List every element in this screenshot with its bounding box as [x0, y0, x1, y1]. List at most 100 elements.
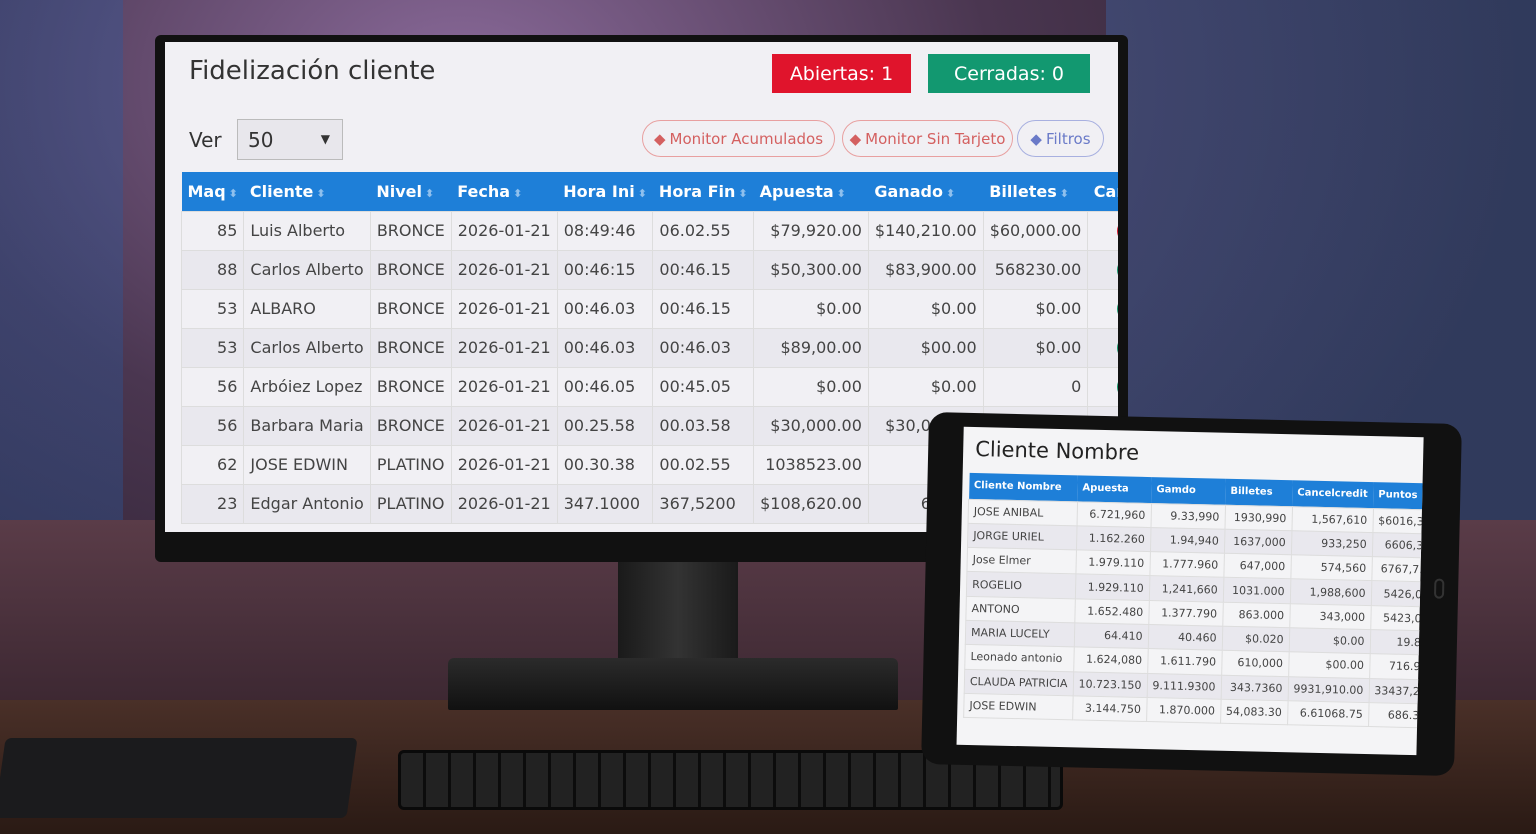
table-row[interactable]: 56 Arbóiez Lopez BRONCE 2026-01-21 00:46.05 0…: [180, 366, 1118, 407]
cell-fecha: 2026-01-21: [450, 444, 558, 485]
cell: $0.020: [1221, 626, 1290, 653]
cancel-status-icon[interactable]: C: [1116, 334, 1118, 361]
ver-label: Ver: [189, 128, 222, 152]
cell-nivel: BRONCE: [369, 327, 452, 368]
cell-hora-fin: 00:46.03: [652, 327, 755, 368]
column-label: Cancel: [1093, 181, 1118, 201]
table-row[interactable]: 53 ALBARO BRONCE 2026-01-21 00:46.03 00:46.15…: [180, 288, 1118, 329]
cancel-status-icon[interactable]: C: [1116, 373, 1118, 400]
cell-hora-fin: 06.02.55: [652, 210, 755, 251]
cell-fecha: 2026-01-21: [450, 483, 558, 524]
cancel-status-icon[interactable]: C: [1116, 295, 1118, 322]
cell: 1.377.790: [1148, 600, 1223, 627]
cell-nivel: BRONCE: [369, 249, 452, 290]
column-label: Ganado: [874, 181, 943, 201]
column-header[interactable]: Gamdo: [1151, 477, 1226, 505]
cell: $00.00: [1288, 652, 1370, 679]
filter-icon: ◆: [1030, 129, 1042, 148]
cell-hora-ini: 347.1000: [556, 483, 654, 524]
cell-fecha: 2026-01-21: [450, 210, 558, 251]
cell-maq: 56: [180, 405, 245, 446]
cell-apuesta: $30,000.00: [753, 405, 869, 446]
cell-cliente: Edgar Antonio: [243, 483, 371, 524]
cell: 933,250: [1290, 530, 1373, 557]
table-row[interactable]: 88 Carlos Alberto BRONCE 2026-01-21 00:46:15…: [180, 249, 1118, 290]
tablet-screen: Cliente Nombre Cliente Nombre Apuesta Gamd…: [956, 426, 1424, 756]
cell: 1.611.790: [1147, 648, 1222, 675]
cell: 1,988,600: [1289, 579, 1372, 606]
cell-billetes: $0.00: [982, 288, 1089, 329]
cell-hora-ini: 08:49:46: [556, 210, 654, 251]
column-header[interactable]: Cancelcredit: [1292, 480, 1374, 509]
cell: 343.7360: [1220, 674, 1289, 701]
cancel-status-icon[interactable]: A: [1116, 217, 1118, 244]
column-header[interactable]: Cliente Nombre: [968, 472, 1078, 502]
cell: Jose Elmer: [966, 547, 1077, 575]
arrow-icon: ◆: [653, 129, 666, 148]
cell-cliente: JOSE EDWIN: [243, 444, 371, 485]
cell-apuesta: $0.00: [753, 288, 869, 329]
cell-cancel: A: [1087, 210, 1118, 251]
cell-billetes: 0: [982, 366, 1089, 407]
column-header[interactable]: Puntos: [1373, 482, 1424, 510]
column-header[interactable]: Billetes ⬍: [983, 172, 1088, 211]
cell-fecha: 2026-01-21: [450, 405, 558, 446]
column-header[interactable]: Nivel ⬍: [370, 172, 452, 211]
cell-apuesta: $89,00.00: [753, 327, 869, 368]
column-header[interactable]: Hora Ini ⬍: [557, 172, 653, 211]
sort-icon: ⬍: [316, 186, 326, 200]
column-header[interactable]: Apuesta: [1077, 475, 1152, 504]
cell: 1.94,940: [1150, 527, 1225, 554]
page-size-select[interactable]: 50 ▼: [237, 119, 343, 160]
cell-apuesta: $79,920.00: [753, 210, 869, 251]
monitor-acumulados-button[interactable]: ◆ Monitor Acumulados: [642, 120, 835, 157]
cell-hora-ini: 00:46.03: [556, 288, 654, 329]
cell: 647,000: [1223, 553, 1291, 580]
cell-hora-fin: 00:45.05: [652, 366, 755, 407]
cancel-status-icon[interactable]: C: [1116, 256, 1118, 283]
cell: CLAUDA PATRICIA: [964, 668, 1074, 696]
cell-maq: 88: [180, 249, 245, 290]
column-label: Nivel: [376, 181, 422, 201]
column-header[interactable]: Maq ⬍: [181, 172, 244, 211]
cell: 343,000: [1289, 603, 1371, 630]
column-header[interactable]: Ganado ⬍: [868, 172, 984, 211]
cell: 6606,33: [1371, 532, 1424, 559]
caret-down-icon: ▼: [320, 132, 330, 146]
monitor-sin-tarjeto-button[interactable]: ◆ Monitor Sin Tarjeto: [842, 120, 1013, 157]
cell-hora-fin: 00:46.15: [652, 249, 755, 290]
column-header[interactable]: Cliente ⬍: [243, 172, 371, 211]
column-header[interactable]: Cancel⬍: [1087, 172, 1118, 211]
column-header[interactable]: Fecha ⬍: [451, 172, 558, 211]
cell: 1.870.000: [1146, 697, 1221, 724]
cell: 9.111.9300: [1146, 673, 1222, 700]
column-header[interactable]: Billetes: [1225, 478, 1293, 507]
sort-icon: ⬍: [228, 186, 238, 200]
cell-hora-fin: 367,5200: [652, 483, 755, 524]
cell-nivel: PLATINO: [369, 483, 452, 524]
notebook: [0, 738, 358, 818]
cell-apuesta: $50,300.00: [753, 249, 869, 290]
column-label: Hora Ini: [563, 181, 635, 201]
cell-fecha: 2026-01-21: [450, 288, 558, 329]
cell-nivel: BRONCE: [369, 288, 452, 329]
monitor-stand: [618, 560, 738, 670]
sort-icon: ⬍: [738, 186, 748, 200]
sort-icon: ⬍: [424, 186, 435, 200]
column-header[interactable]: Apuesta ⬍: [753, 172, 869, 211]
monitor-screen: Fidelización cliente Abiertas: 1 Cerrada…: [165, 42, 1118, 532]
cerradas-badge[interactable]: Cerradas: 0: [928, 54, 1090, 93]
filtros-button[interactable]: ◆ Filtros: [1017, 120, 1104, 157]
cell: $0.00: [1288, 627, 1371, 654]
abiertas-badge[interactable]: Abiertas: 1: [772, 54, 911, 93]
cell: 3.144.750: [1072, 695, 1147, 722]
cell-billetes: 568230.00: [982, 249, 1089, 290]
cell: JORGE URIEL: [967, 523, 1077, 550]
table-row[interactable]: 85 Luis Alberto BRONCE 2026-01-21 08:49:46 06…: [180, 210, 1118, 251]
cell: 10.723.150: [1072, 671, 1148, 698]
column-header[interactable]: Hora Fin ⬍: [652, 172, 754, 211]
table-row[interactable]: 53 Carlos Alberto BRONCE 2026-01-21 00:46.03…: [180, 327, 1118, 368]
cell: 9.33,990: [1150, 503, 1226, 530]
cell-ganado: $83,900.00: [867, 249, 984, 290]
tablet-home-button[interactable]: [1433, 578, 1445, 599]
